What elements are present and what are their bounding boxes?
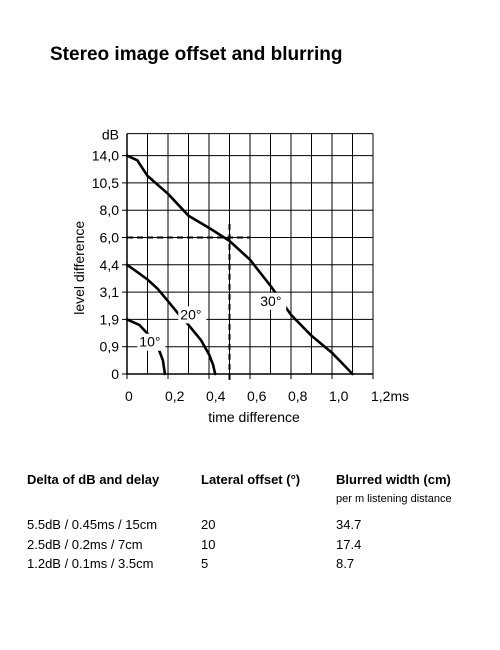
- x-tick-label: 1,0: [329, 388, 349, 404]
- table-cell: 20: [201, 517, 216, 532]
- table-subheader: per m listening distance: [336, 493, 452, 505]
- x-tick-label: 1,2ms: [371, 388, 409, 404]
- y-tick-label: 4,4: [100, 257, 120, 273]
- x-axis-title: time difference: [208, 409, 300, 425]
- table-header-lateral: Lateral offset (°): [201, 472, 301, 487]
- table-cell: 17.4: [336, 537, 362, 552]
- x-tick-label: 0,4: [206, 388, 226, 404]
- table-cell: 34.7: [336, 517, 362, 532]
- curve-label-backing: [178, 306, 207, 324]
- table-cell: 2.5dB / 0.2ms / 7cm: [27, 537, 143, 552]
- table-header-blurred: Blurred width (cm): [336, 472, 451, 487]
- y-tick-label: 8,0: [100, 202, 120, 218]
- y-tick-label: 1,9: [100, 311, 120, 327]
- curve-label: 20°: [180, 306, 201, 322]
- curve-label-backing: [137, 333, 166, 351]
- chart-title: Stereo image offset and blurring: [50, 44, 343, 65]
- chart: 0 0,9 1,9 3,1 4,4 6,0 8,0 10,5 14,0 dB 0 0,2 0,4 0,6 0…: [71, 127, 409, 425]
- table-cell: 5: [201, 556, 209, 571]
- y-axis-title: level difference: [71, 221, 87, 315]
- x-tick-label: 0,6: [247, 388, 267, 404]
- x-tick-label: 0,8: [288, 388, 308, 404]
- y-tick-label: 0: [111, 366, 119, 382]
- curve-label: 30°: [260, 293, 281, 309]
- y-tick-label: 6,0: [100, 230, 120, 246]
- y-tick-label: 10,5: [92, 175, 119, 191]
- table-header-delta: Delta of dB and delay: [27, 472, 160, 487]
- y-tick-label: 3,1: [100, 284, 120, 300]
- table-cell: 10: [201, 537, 216, 552]
- table-cell: 1.2dB / 0.1ms / 3.5cm: [27, 556, 154, 571]
- table-cell: 8.7: [336, 556, 355, 571]
- y-tick-label: 14,0: [92, 148, 119, 164]
- y-unit-label: dB: [102, 127, 119, 143]
- curve-label-backing: [258, 292, 287, 310]
- x-tick-label: 0,2: [165, 388, 185, 404]
- y-tick-label: 0,9: [100, 339, 120, 355]
- curve-label: 10°: [139, 334, 160, 350]
- x-tick-label: 0: [125, 388, 133, 404]
- table-cell: 5.5dB / 0.45ms / 15cm: [27, 517, 158, 532]
- series-line-2: [125, 154, 354, 376]
